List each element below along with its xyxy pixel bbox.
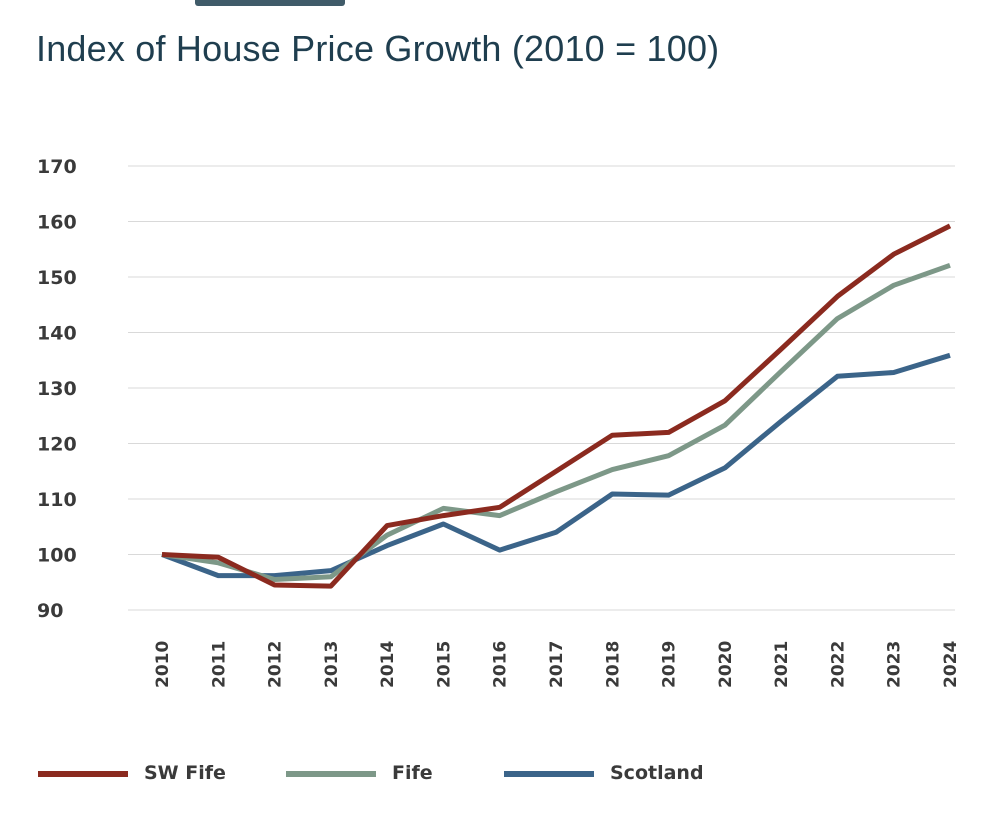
- y-tick-label: 100: [37, 545, 77, 567]
- y-axis-ticks: 90 100 110 120 130 140 150 160 170: [37, 156, 77, 622]
- x-tick-label: 2019: [660, 641, 680, 688]
- x-tick-label: 2014: [378, 641, 398, 688]
- x-tick-label: 2020: [716, 641, 736, 688]
- series-line-sw-fife: [161, 223, 952, 589]
- legend-label-sw-fife: SW Fife: [144, 762, 226, 784]
- legend-swatch-scotland: [504, 771, 594, 777]
- x-tick-label: 2016: [491, 641, 511, 688]
- y-tick-label: 150: [37, 267, 77, 289]
- header-fragment: [195, 0, 345, 6]
- chart-title: Index of House Price Growth (2010 = 100): [36, 28, 720, 69]
- series-line-scotland: [161, 352, 951, 579]
- x-tick-label: 2022: [828, 641, 848, 688]
- x-tick-label: 2023: [885, 641, 905, 688]
- y-tick-label: 130: [37, 378, 77, 400]
- x-tick-label: 2011: [209, 641, 229, 688]
- y-tick-label: 110: [37, 489, 77, 511]
- y-tick-label: 90: [37, 600, 63, 622]
- legend-label-fife: Fife: [392, 762, 433, 784]
- legend-swatch-sw-fife: [38, 771, 128, 777]
- y-tick-label: 140: [37, 323, 77, 345]
- x-tick-label: 2015: [434, 641, 454, 688]
- x-tick-label: 2013: [322, 641, 342, 688]
- series-lines: [161, 223, 952, 589]
- x-tick-label: 2012: [266, 641, 286, 688]
- x-axis-ticks: 2010 2011 2012 2013 2014 2015 2016 2017 2018 2019…: [153, 641, 961, 688]
- gridlines: [128, 165, 955, 611]
- y-tick-label: 160: [37, 212, 77, 234]
- legend-label-scotland: Scotland: [610, 762, 704, 784]
- series-line-fife: [161, 262, 951, 582]
- x-tick-label: 2024: [941, 641, 961, 688]
- y-tick-label: 170: [37, 156, 77, 178]
- x-tick-label: 2018: [603, 641, 623, 688]
- x-tick-label: 2021: [772, 641, 792, 688]
- x-tick-label: 2017: [547, 641, 567, 688]
- x-tick-label: 2010: [153, 641, 173, 688]
- legend-swatch-fife: [286, 771, 376, 777]
- y-tick-label: 120: [37, 434, 77, 456]
- legend: SW Fife Fife Scotland: [38, 760, 758, 788]
